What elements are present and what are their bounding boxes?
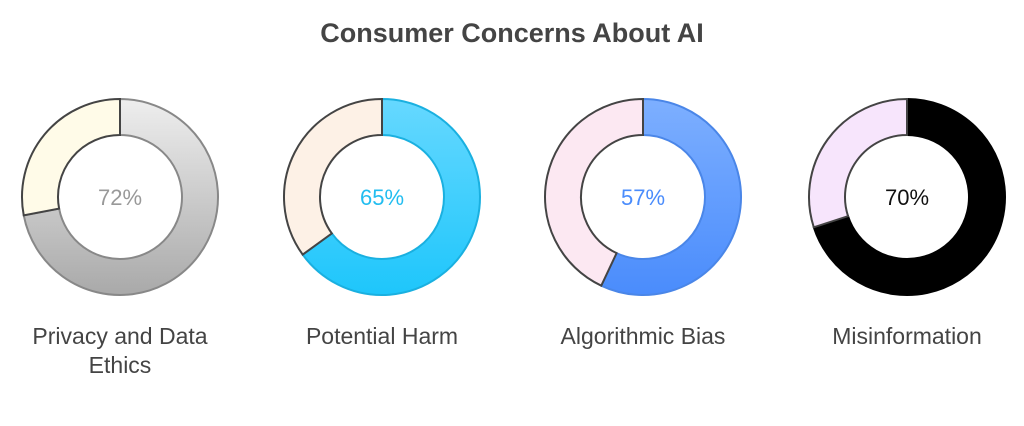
- donut-value-label: 57%: [621, 185, 665, 210]
- donut-value-segment: [812, 97, 1006, 296]
- category-label: Algorithmic Bias: [560, 323, 726, 349]
- donut-value-segment: [22, 97, 219, 296]
- donut-remainder-segment: [283, 97, 383, 257]
- donut-value-segment: [301, 97, 481, 296]
- donut-remainder-segment: [808, 97, 908, 229]
- donut-value-label: 70%: [885, 185, 929, 210]
- category-label: Misinformation: [832, 323, 982, 349]
- chart-title: Consumer Concerns About AI: [320, 18, 704, 48]
- category-label: Privacy and Data Ethics: [32, 323, 208, 378]
- donut-value-label: 72%: [98, 185, 142, 210]
- donut-value-label: 65%: [360, 185, 404, 210]
- donut-remainder-segment: [544, 97, 644, 288]
- category-label: Potential Harm: [305, 323, 459, 349]
- donut-remainder-segment: [21, 97, 121, 217]
- donut-value-segment: [599, 97, 742, 296]
